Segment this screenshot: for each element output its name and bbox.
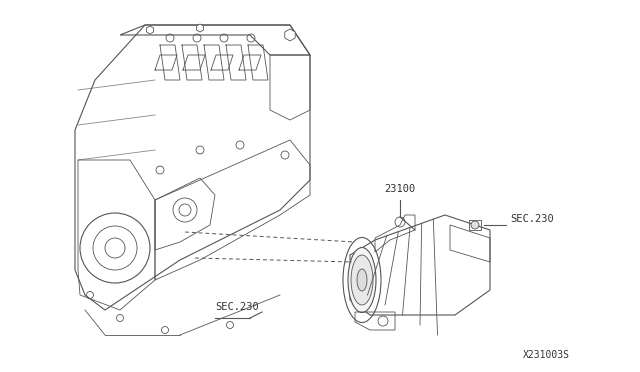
Polygon shape <box>285 29 295 41</box>
Text: X231003S: X231003S <box>523 350 570 360</box>
Ellipse shape <box>348 247 376 312</box>
Text: 23100: 23100 <box>385 184 415 194</box>
Text: SEC.230: SEC.230 <box>510 214 554 224</box>
Ellipse shape <box>357 269 367 291</box>
Circle shape <box>471 221 479 229</box>
Ellipse shape <box>351 255 373 305</box>
Text: SEC.230: SEC.230 <box>215 302 259 312</box>
Polygon shape <box>196 24 204 32</box>
Polygon shape <box>147 26 154 34</box>
